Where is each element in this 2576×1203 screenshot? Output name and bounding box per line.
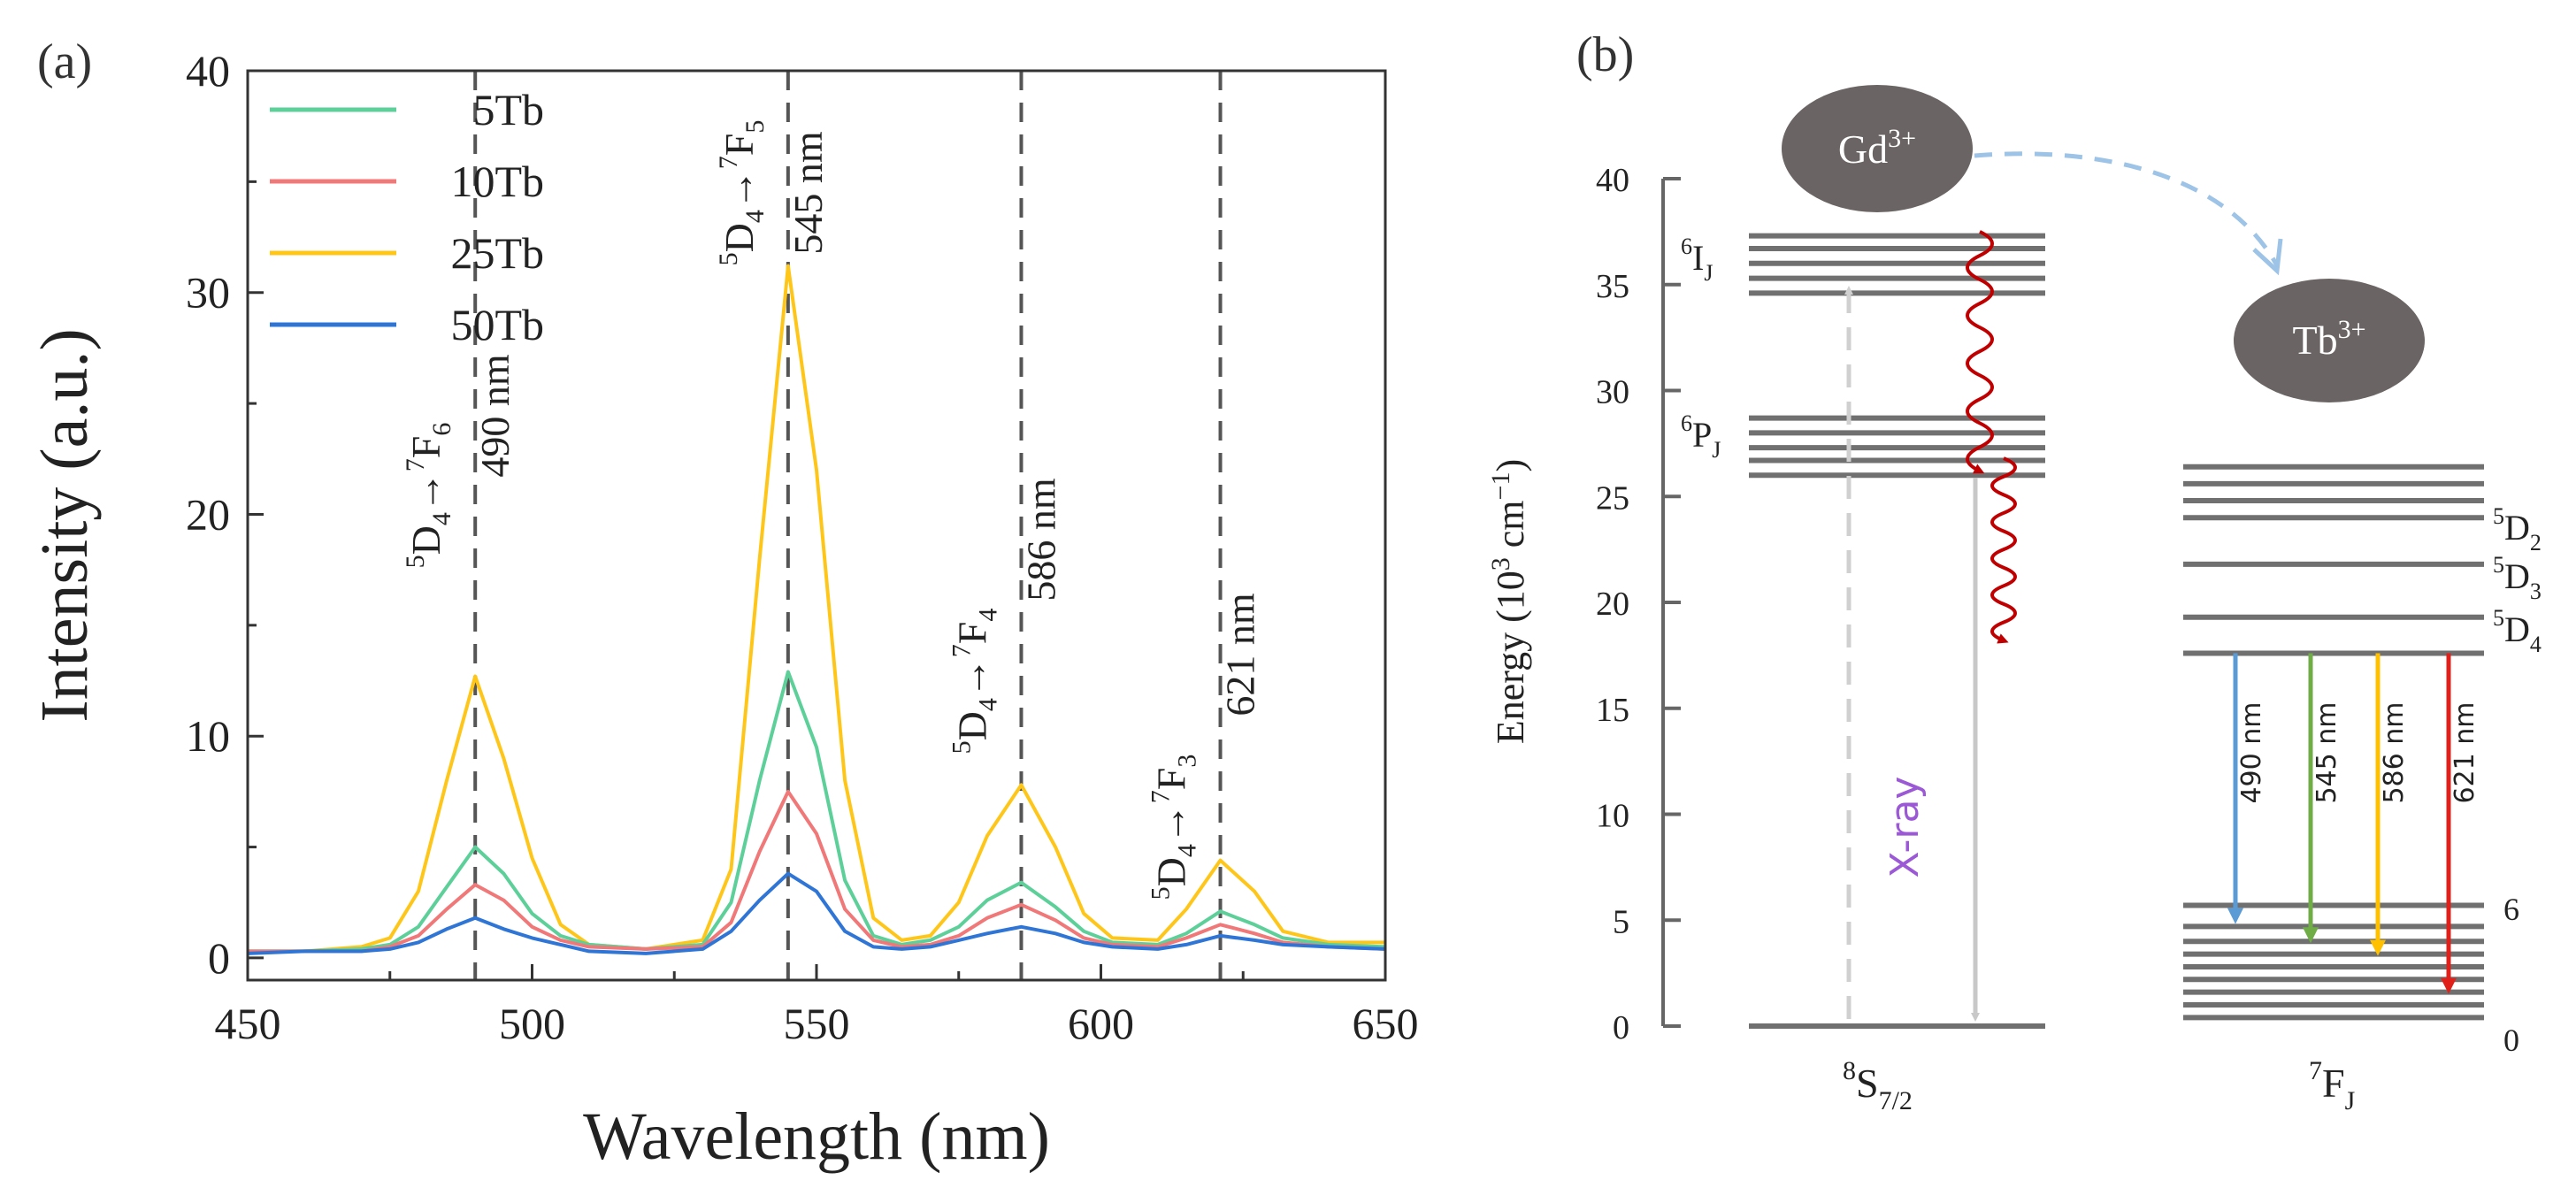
- y-tick-label: 30: [186, 268, 230, 318]
- legend-label-50Tb: 50Tb: [450, 300, 544, 349]
- tb-emission-arrows: 490 nm 545 nm 586 nm 621 nm: [2227, 653, 2480, 994]
- energy-tick-label: 25: [1596, 479, 1629, 517]
- y-tick-label: 40: [186, 46, 230, 96]
- emission-arrowhead: [2370, 939, 2386, 956]
- x-axis-label: Wavelength (nm): [583, 1100, 1050, 1174]
- energy-tick-label: 40: [1596, 162, 1629, 199]
- energy-tick-label: 0: [1613, 1009, 1629, 1046]
- panel-b-label: (b): [1576, 27, 1634, 82]
- panel-a-label: (a): [37, 34, 92, 89]
- transition-annotations: 5D4→7F6 490 nm 5D4→7F5 545 nm 5D4→7F4 586 nm 5…: [401, 120, 1262, 900]
- tb-5D2-label: 5D2: [2493, 503, 2542, 556]
- tb-7F0-label: 0: [2503, 1023, 2519, 1058]
- energy-tick-label: 30: [1596, 374, 1629, 411]
- energy-tick-label: 20: [1596, 586, 1629, 623]
- series-line-50Tb: [247, 871, 1386, 955]
- energy-axis-ticks: 0 5 10 15 20 25 30 35 40: [1596, 162, 1681, 1046]
- gd-nonradiative-relaxation: [1966, 230, 1994, 474]
- energy-tick-label: 15: [1596, 692, 1629, 729]
- tb-ion-ellipse: [2234, 279, 2425, 402]
- tb-nonradiative-relaxation: [1990, 456, 2017, 644]
- x-tick-label: 500: [499, 999, 565, 1048]
- xray-label: X-ray: [1882, 777, 1928, 878]
- legend-label-5Tb: 5Tb: [472, 85, 544, 134]
- transition-wavelength-label: 621 nm: [1218, 593, 1263, 716]
- series-line-5Tb: [248, 670, 1386, 954]
- y-tick-label: 10: [186, 711, 230, 761]
- gd-6PJ-label: 6PJ: [1681, 410, 1721, 463]
- energy-tick-label: 5: [1613, 903, 1629, 940]
- energy-transfer-arrowhead: [2252, 238, 2283, 276]
- energy-tick-label: 35: [1596, 268, 1629, 305]
- transition-wavelength-label: 586 nm: [1018, 478, 1063, 602]
- gd-ion-ellipse: [1782, 85, 1973, 212]
- tb-ion-label: Tb3+: [2292, 315, 2365, 363]
- transition-wavelength-label: 545 nm: [786, 131, 831, 255]
- reference-lines: [473, 71, 1223, 980]
- y-tick-label: 0: [208, 933, 230, 983]
- emission-arrowhead: [2227, 908, 2243, 924]
- spectra: [247, 264, 1386, 955]
- series-line-10Tb: [248, 789, 1386, 954]
- energy-tick-label: 10: [1596, 798, 1629, 835]
- emission-arrowhead: [2303, 927, 2319, 944]
- transition-label: 5D4→7F5: [714, 120, 770, 266]
- energy-transfer-arrow: [1974, 151, 2281, 269]
- axis-ticks: 450 500 550 600 650 0 10 20 30 40: [186, 46, 1419, 1048]
- emission-label: 490 nm: [2236, 702, 2267, 804]
- gd-ion-label: Gd3+: [1838, 124, 1916, 172]
- tb-7FJ-label: 7FJ: [2309, 1056, 2356, 1115]
- y-axis-label: Intensity (a.u.): [27, 328, 102, 722]
- emission-label: 621 nm: [2450, 702, 2480, 804]
- transition-wavelength-label: 490 nm: [472, 354, 518, 478]
- emission-label: 586 nm: [2379, 702, 2410, 804]
- series-line-25Tb: [248, 264, 1385, 954]
- gd-8S-label: 8S7/2: [1843, 1056, 1913, 1115]
- panel-b: (b) 0 5 10 15 20 25 30 35 40 Energy (103 cm−1) G…: [1486, 27, 2542, 1115]
- emission-label: 545 nm: [2312, 702, 2342, 804]
- energy-axis-label: Energy (103 cm−1): [1486, 459, 1532, 744]
- tb-5D3-label: 5D3: [2493, 552, 2542, 604]
- energy-levels: [1749, 233, 2484, 1029]
- x-tick-label: 600: [1068, 999, 1134, 1048]
- transition-label: 5D4→7F3: [1146, 755, 1202, 900]
- tb-7F6-label: 6: [2503, 892, 2519, 927]
- legend-label-10Tb: 10Tb: [450, 157, 544, 206]
- transition-label: 5D4→7F4: [947, 609, 1002, 755]
- panel-a: (a) 450 500 550 600 650 0 10 20 30 40 Wavelength …: [27, 34, 1419, 1174]
- legend: 5Tb 10Tb 25Tb 50Tb: [270, 85, 544, 349]
- emission-arrowhead: [2441, 977, 2457, 994]
- y-tick-label: 20: [186, 489, 230, 539]
- gd-6IJ-label: 6IJ: [1681, 234, 1713, 286]
- x-tick-label: 650: [1353, 999, 1419, 1048]
- x-tick-label: 550: [784, 999, 850, 1048]
- transition-label: 5D4→7F6: [401, 423, 456, 569]
- x-tick-label: 450: [215, 999, 281, 1048]
- legend-label-25Tb: 25Tb: [450, 228, 544, 278]
- tb-5D4-label: 5D4: [2493, 605, 2542, 657]
